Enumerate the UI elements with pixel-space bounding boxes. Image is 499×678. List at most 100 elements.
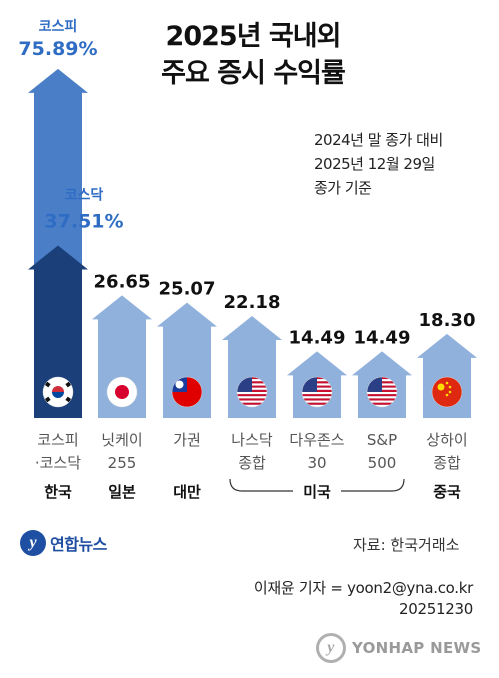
small-star <box>445 393 449 397</box>
japan-flag-body <box>107 377 137 407</box>
country-china: 중국 <box>433 483 461 501</box>
index-label-line1: 가권 <box>173 431 201 449</box>
stripe <box>302 404 332 407</box>
index-label-line2: 30 <box>307 454 326 472</box>
stripe <box>367 394 397 397</box>
small-star <box>448 385 452 389</box>
index-label-line1: 나스닥 <box>231 431 273 449</box>
usa-flag-body <box>367 377 397 407</box>
stripe <box>302 394 332 397</box>
stripe <box>367 402 397 405</box>
yonhap-logo-text: 연합뉴스 <box>50 535 107 554</box>
bar-0 <box>92 295 152 418</box>
bar-value-label: 26.65 <box>94 271 151 292</box>
usa-flag-rim <box>236 376 268 408</box>
stripe <box>237 400 267 403</box>
stripe <box>237 398 267 401</box>
index-label-line2: 종합 <box>238 454 266 472</box>
index-label-line2: ·코스닥 <box>35 454 81 472</box>
stripe <box>367 396 397 399</box>
stripe <box>367 392 397 395</box>
index-label-line1: S&P <box>367 431 397 449</box>
japan-flag-rim <box>106 376 138 408</box>
author-line: 이재윤 기자 = yoon2@yna.co.kr <box>253 579 473 597</box>
usa-flag-rim <box>301 376 333 408</box>
index-label-line2: 500 <box>368 454 397 472</box>
stripe <box>302 400 332 403</box>
kosdaq-value: 37.51% <box>44 210 123 232</box>
taegeuk-blue <box>52 392 64 398</box>
big-star <box>437 383 445 391</box>
base-date-note: 2024년 말 종가 대비 2025년 12월 29일 종가 기준 <box>314 128 494 200</box>
hinomaru <box>115 385 129 399</box>
bar-value-label: 14.49 <box>289 327 346 348</box>
kosdaq-bar <box>28 245 88 418</box>
note-line-2: 2025년 12월 29일 <box>314 155 435 173</box>
title-line-2: 주요 증시 수익률 <box>161 58 346 89</box>
usa-flag-body <box>302 377 332 407</box>
stripe <box>367 400 397 403</box>
bar-1 <box>157 302 217 418</box>
china-flag <box>431 376 463 408</box>
taiwan-flag-rim <box>171 376 203 408</box>
title-line-1: 2025년 국내외 <box>165 21 342 52</box>
country-japan: 일본 <box>108 483 136 501</box>
note-line-1: 2024년 말 종가 대비 <box>314 131 443 149</box>
usa-flag <box>366 376 398 408</box>
usa-flag-body <box>237 377 267 407</box>
bar-value-label: 14.49 <box>354 327 411 348</box>
author-credit: 이재윤 기자 = yoon2@yna.co.kr 20251230 <box>254 578 473 620</box>
stripe <box>302 398 332 401</box>
country-taiwan: 대만 <box>173 483 201 501</box>
note-line-3: 종가 기준 <box>314 179 372 197</box>
yonhap-watermark: y YONHAP NEWS <box>316 630 481 666</box>
taiwan-flag <box>171 376 203 408</box>
source-credit: 자료: 한국거래소 <box>353 536 460 554</box>
yonhap-logo-icon: y <box>20 530 46 556</box>
stripe <box>237 392 267 395</box>
index-label-line2: 종합 <box>433 454 461 472</box>
yonhap-logo: y 연합뉴스 <box>20 528 107 558</box>
stripe <box>237 394 267 397</box>
small-star <box>445 381 449 385</box>
country-korea: 한국 <box>44 483 72 501</box>
index-label-line1: 다우존스 <box>289 431 344 449</box>
kospi-value: 75.89% <box>18 38 97 60</box>
watermark-logo-icon: y <box>316 633 346 663</box>
country-usa: 미국 <box>303 483 331 501</box>
bar-value-label: 18.30 <box>419 310 476 331</box>
date-code: 20251230 <box>399 600 473 618</box>
bar-value-label: 25.07 <box>159 279 216 300</box>
usa-flag <box>236 376 268 408</box>
small-star <box>448 390 452 394</box>
stripe <box>237 396 267 399</box>
stripe <box>302 396 332 399</box>
chart-title: 2025년 국내외 주요 증시 수익률 <box>128 18 378 92</box>
kospi-name: 코스피 <box>39 19 78 35</box>
index-label-line1: 상하이 <box>426 431 467 449</box>
stripe <box>302 392 332 395</box>
stripe <box>367 398 397 401</box>
japan-flag <box>106 376 138 408</box>
bar-value-label: 22.18 <box>224 292 281 313</box>
watermark-text: YONHAP NEWS <box>352 639 482 657</box>
taegeuk-red <box>52 386 64 392</box>
china-flag-body <box>432 377 462 407</box>
stripe <box>367 404 397 407</box>
usa-flag-rim <box>366 376 398 408</box>
korea-flag-rim <box>42 376 74 408</box>
index-label-line1: 닛케이 <box>101 431 142 449</box>
stripe <box>302 402 332 405</box>
index-label-line1: 코스피 <box>37 431 78 449</box>
us-bracket-right <box>341 478 405 492</box>
usa-flag <box>301 376 333 408</box>
korea-flag <box>42 376 74 408</box>
stripe <box>237 402 267 405</box>
stripe <box>237 404 267 407</box>
us-bracket-left <box>229 478 293 492</box>
bar-5 <box>417 333 477 418</box>
china-flag-rim <box>431 376 463 408</box>
index-label-line2: 255 <box>108 454 137 472</box>
